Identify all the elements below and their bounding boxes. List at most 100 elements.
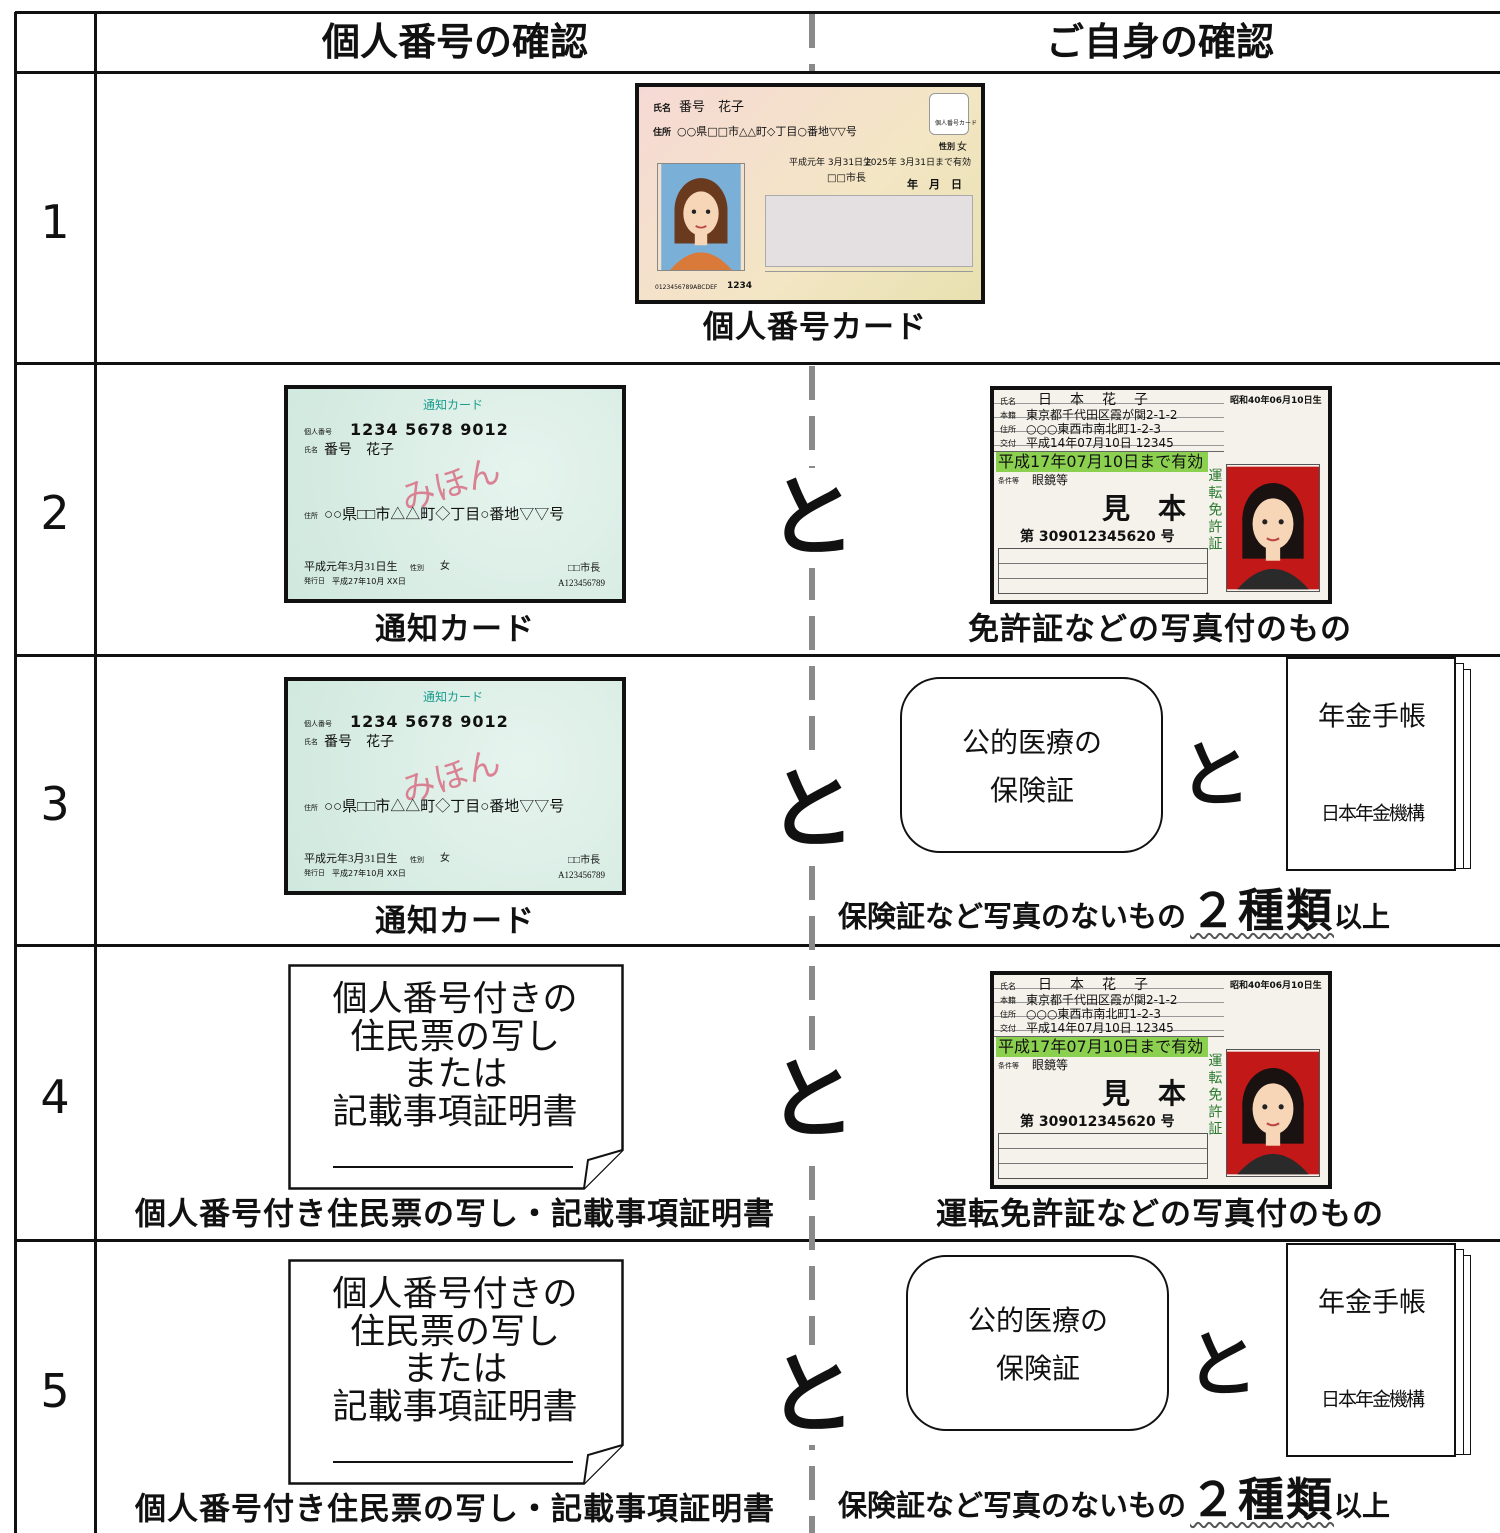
caption: 通知カード	[375, 903, 535, 940]
card-text: 第 309012345620 号	[1020, 1114, 1175, 1130]
document-line: または	[402, 1054, 508, 1095]
table-border	[94, 12, 97, 1533]
card-text: 通知カード	[423, 690, 484, 704]
card-text: 年 月 日	[907, 178, 962, 191]
caption: 保険証など写真のないもの ２種類 以上	[838, 874, 1390, 940]
connector: と	[767, 1343, 857, 1446]
caption-text: 保険証など写真のないもの	[838, 1488, 1187, 1523]
card-text: 性別	[410, 856, 424, 864]
card-text: 氏名	[304, 738, 318, 746]
caption-flow: 保険証など写真のないもの ２種類 以上	[838, 1463, 1390, 1529]
notification-card: 通知カード 個人番号 1234 5678 9012 氏名 番号 花子 みほん 住所 ○○県□□…	[284, 385, 626, 603]
drivers-license: 氏名 日 本 花 子 昭和40年06月10日生 本籍 東京都千代田区霞が関2-1-2 住所…	[990, 386, 1332, 604]
card-text: 東京都千代田区霞が関2-1-2	[1026, 993, 1178, 1007]
caption-suffix: 以上	[1334, 900, 1391, 934]
connector: と	[767, 466, 857, 569]
insurance-card: 公的医療の 保険証	[906, 1255, 1169, 1431]
card-text: 番号 花子	[679, 100, 745, 115]
card-text: 平成17年07月10日まで有効	[996, 452, 1208, 472]
caption: 個人番号カード	[703, 309, 927, 346]
caption-emphasis: ２種類	[1190, 883, 1335, 938]
card-text: 住所	[1000, 425, 1016, 434]
card-text: 眼鏡等	[1032, 1058, 1069, 1072]
card-art	[994, 390, 1224, 452]
column-header: ご自身の確認	[1045, 20, 1275, 64]
card-text: 交付	[1000, 1024, 1016, 1033]
document-line: 記載事項証明書	[332, 1387, 578, 1427]
card-text: 運転免許証	[1206, 1053, 1223, 1138]
drivers-license: 氏名 日 本 花 子 昭和40年06月10日生 本籍 東京都千代田区霞が関2-1-2 住所…	[990, 971, 1332, 1189]
caption-emphasis: ２種類	[1190, 1472, 1335, 1527]
document-line: 記載事項証明書	[332, 1092, 578, 1132]
card-text: ○○県□□市△△町◇丁目○番地▽▽号	[324, 799, 565, 815]
pension-title: 年金手帳	[1318, 701, 1426, 733]
card-text: 性別	[939, 142, 955, 151]
table-border	[15, 11, 1500, 14]
caption: 個人番号付き住民票の写し・記載事項証明書	[135, 1491, 775, 1528]
card-art	[929, 93, 969, 135]
card-text: □□市長	[568, 563, 601, 574]
card-text: ○○県□□市△△町◇丁目○番地▽▽号	[677, 125, 857, 138]
table-border	[14, 12, 17, 1533]
document-line: 住民票の写し	[349, 1017, 561, 1057]
caption: 保険証など写真のないもの ２種類 以上	[838, 1463, 1390, 1529]
table-border	[15, 654, 1500, 657]
insurance-text: 公的医療の	[961, 726, 1103, 759]
card-text: 住所	[653, 128, 672, 138]
caption: 通知カード	[375, 611, 535, 648]
card-text: 眼鏡等	[1032, 473, 1069, 487]
row-number: 4	[40, 1069, 70, 1124]
connector: と	[1178, 733, 1252, 817]
card-art	[1227, 466, 1319, 590]
connector: と	[1185, 1323, 1259, 1407]
card-text: 見 本	[1102, 1077, 1187, 1110]
card-text: 本籍	[1000, 996, 1016, 1005]
pension-book: 年金手帳 日本年金機構	[1286, 657, 1456, 871]
card-text: A123456789	[558, 578, 605, 588]
connector: と	[767, 1048, 857, 1151]
card-text: 昭和40年06月10日生	[1230, 981, 1322, 991]
pension-issuer: 日本年金機構	[1320, 1388, 1425, 1411]
card-text: 平成元年3月31日生	[304, 561, 398, 573]
card-text: 個人番号カード	[935, 120, 978, 127]
card-text: 発行日	[304, 869, 325, 877]
row-number: 3	[40, 777, 70, 831]
insurance-text: 公的医療の	[967, 1304, 1109, 1337]
card-text: 本籍	[1000, 411, 1016, 420]
notification-card: 通知カード 個人番号 1234 5678 9012 氏名 番号 花子 みほん 住所 ○○県□□…	[284, 677, 626, 895]
caption-flow: 保険証など写真のないもの ２種類 以上	[838, 874, 1390, 940]
card-text: 運転免許証	[1206, 468, 1223, 553]
divider	[809, 366, 815, 1533]
card-text: 条件等	[998, 477, 1019, 485]
document-line: 住民票の写し	[349, 1312, 561, 1352]
table-border	[15, 944, 1500, 947]
card-text: 個人番号	[304, 720, 332, 728]
card-text: 平成元年 3月31日生	[789, 158, 873, 168]
card-text: A123456789	[558, 870, 605, 880]
document-outline	[288, 1259, 624, 1485]
card-text: 日 本 花 子	[1038, 392, 1150, 408]
resident-record: 個人番号付きの 住民票の写し または 記載事項証明書	[288, 964, 624, 1190]
pension-book: 年金手帳日本年金機構	[1286, 1243, 1456, 1457]
card-text: 氏名	[1000, 982, 1016, 991]
document-line: 個人番号付きの	[332, 1274, 578, 1315]
card-art	[998, 1133, 1208, 1179]
caption-suffix: 以上	[1334, 1489, 1391, 1523]
card-text: 女	[440, 561, 450, 572]
insurance-text: 保険証	[989, 774, 1075, 807]
resident-record: 個人番号付きの 住民票の写し または 記載事項証明書	[288, 1259, 624, 1485]
connector: と	[767, 758, 857, 861]
table-border	[15, 362, 1500, 365]
insurance-card: 公的医療の 保険証	[900, 677, 1163, 853]
card-text: 氏名	[1000, 397, 1016, 406]
card-text: 平成17年07月10日まで有効	[996, 1037, 1208, 1057]
card-text: 2025年 3月31日まで有効	[865, 158, 971, 168]
card-text: 女	[440, 853, 450, 864]
card-text: ○○○東西市南北町1-2-3	[1026, 1007, 1161, 1021]
insurance-text: 保険証	[995, 1352, 1081, 1385]
card-text: ○○○東西市南北町1-2-3	[1026, 422, 1161, 436]
card-text: 1234 5678 9012	[350, 420, 509, 439]
card-art	[661, 164, 741, 270]
pension-title: 年金手帳	[1318, 1287, 1426, 1319]
